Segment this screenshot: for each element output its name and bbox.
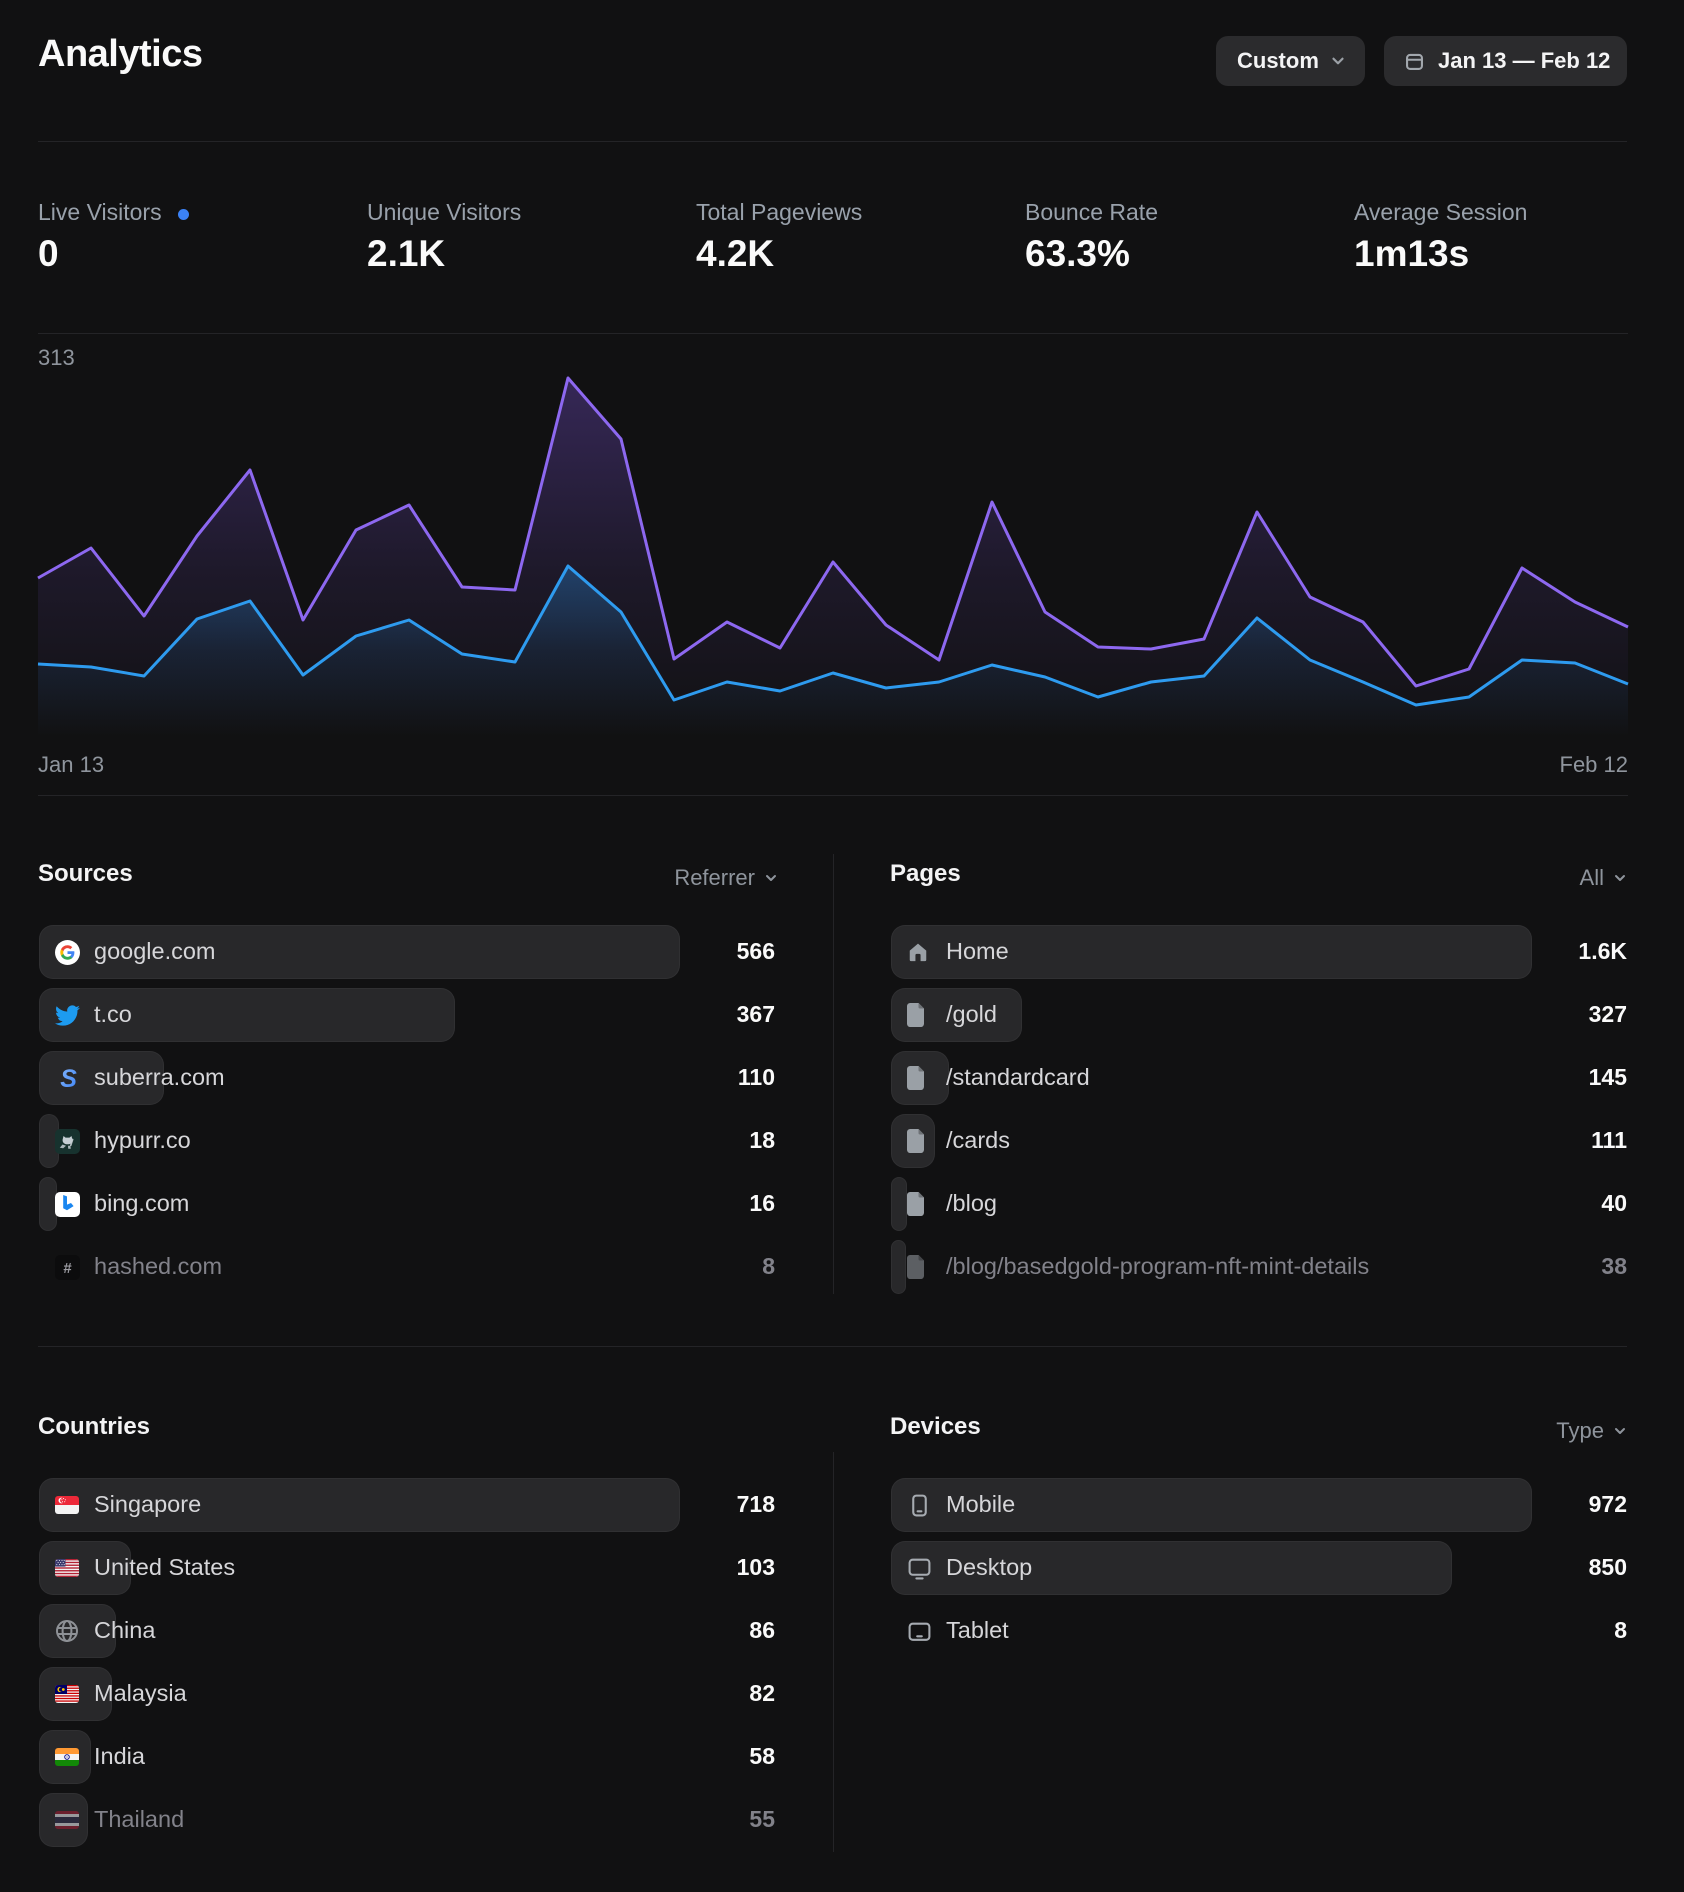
- svg-text:S: S: [60, 1066, 77, 1091]
- svg-text:#: #: [63, 1259, 72, 1276]
